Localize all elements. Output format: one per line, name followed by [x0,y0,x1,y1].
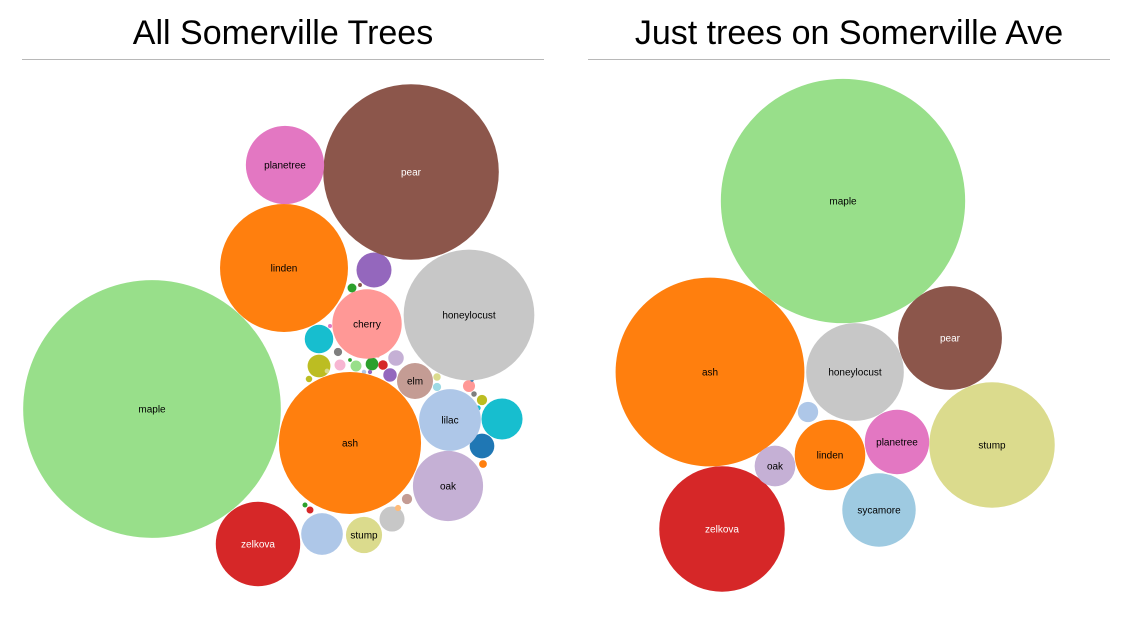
bubble-label-elm: elm [407,377,423,388]
bubble-small [401,493,413,505]
title-divider-right [588,59,1110,60]
bubble-small [324,368,330,374]
bubble-small [433,373,441,381]
bubble-stump [929,382,1055,508]
bubble-honeylocust [403,249,535,381]
bubble-pear [323,84,499,260]
bubble-sycamore [842,473,916,547]
bubble-maple [720,78,966,324]
bubble-small [481,398,523,440]
bubble-small [301,513,343,555]
chart-title-somerville-ave: Just trees on Somerville Ave [634,14,1064,52]
bubble-label-stump: stump [350,531,378,542]
bubble-small [383,368,397,382]
bubble-ash [615,277,805,467]
bubble-small [432,382,442,392]
bubble-small [365,357,379,371]
bubble-small [302,502,308,508]
bubble-ash [278,371,422,515]
bubble-small [334,359,346,371]
bubble-label-maple: maple [138,405,166,416]
bubble-small [462,379,476,393]
bubble-label-sycamore: sycamore [857,506,901,517]
bubble-label-lilac: lilac [441,416,458,427]
chart-title-all-trees: All Somerville Trees [132,14,434,52]
bubble-oak [412,450,484,522]
bubble-small [797,401,819,423]
bubble-small [356,252,392,288]
bubble-linden [220,204,348,332]
title-divider-left [22,59,544,60]
bubble-cherry [332,289,402,359]
bubble-small [476,394,488,406]
bubble-label-zelkova: zelkova [241,540,275,551]
bubble-pear [898,286,1002,390]
bubble-small [367,369,373,375]
bubble-label-ash: ash [342,439,358,450]
bubble-planetree [864,409,930,475]
bubble-label-honeylocust: honeylocust [828,368,882,379]
bubble-small [333,347,343,357]
bubble-label-honeylocust: honeylocust [442,311,496,322]
bubble-stump [345,516,383,554]
bubble-small [394,504,402,512]
bubble-linden [794,419,866,491]
bubble-label-planetree: planetree [264,161,306,172]
bubble-small [304,324,334,354]
bubble-label-oak: oak [440,482,457,493]
bubble-small [361,369,367,375]
bubble-small [307,354,331,378]
bubble-label-pear: pear [940,334,961,345]
bubble-honeylocust [806,323,904,421]
bubble-maple [23,280,281,538]
bubble-label-pear: pear [401,168,422,179]
bubble-elm [397,363,433,399]
bubble-small [469,433,495,459]
bubble-planetree [245,125,325,205]
bubble-small [348,358,352,362]
bubble-oak [754,445,796,487]
bubble-small [358,283,362,287]
bubble-small [327,323,333,329]
bubble-label-maple: maple [829,197,857,208]
bubble-label-zelkova: zelkova [705,525,739,536]
bubble-label-stump: stump [978,441,1006,452]
bubble-label-linden: linden [271,264,298,275]
bubble-label-ash: ash [702,368,718,379]
bubble-small [379,506,405,532]
bubble-small [378,360,388,370]
bubble-small [305,375,313,383]
bubble-lilac [419,389,481,451]
bubble-label-planetree: planetree [876,438,918,449]
bubble-small [350,360,362,372]
bubble-zelkova [659,466,785,592]
bubble-label-linden: linden [817,451,844,462]
bubble-small [306,506,314,514]
bubble-label-oak: oak [767,462,784,473]
bubble-zelkova [215,501,301,587]
bubble-label-cherry: cherry [353,320,381,331]
bubble-small [388,350,404,366]
bubble-small [471,391,477,397]
bubble-small [479,460,487,468]
bubble-small [347,283,357,293]
